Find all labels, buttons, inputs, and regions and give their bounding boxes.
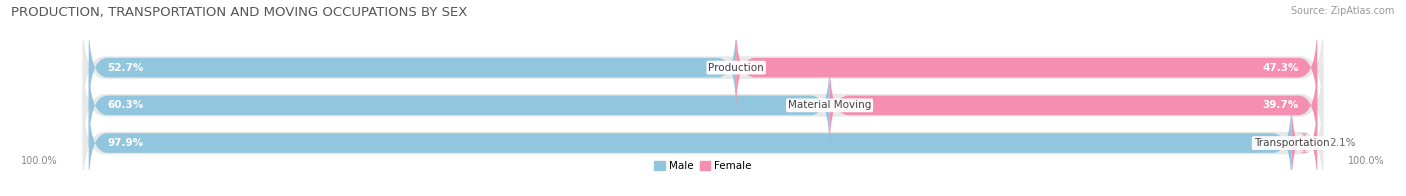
FancyBboxPatch shape [83,49,1323,162]
FancyBboxPatch shape [83,11,1323,124]
Text: 97.9%: 97.9% [107,138,143,148]
Text: 2.1%: 2.1% [1330,138,1355,148]
FancyBboxPatch shape [737,21,1317,114]
FancyBboxPatch shape [1292,96,1317,190]
Text: 60.3%: 60.3% [107,100,143,110]
Text: 47.3%: 47.3% [1263,63,1299,73]
Text: Material Moving: Material Moving [787,100,872,110]
FancyBboxPatch shape [89,96,1292,190]
FancyBboxPatch shape [89,21,737,114]
Text: PRODUCTION, TRANSPORTATION AND MOVING OCCUPATIONS BY SEX: PRODUCTION, TRANSPORTATION AND MOVING OC… [11,6,468,19]
FancyBboxPatch shape [830,59,1317,152]
Text: 52.7%: 52.7% [107,63,143,73]
Text: 100.0%: 100.0% [21,156,58,166]
Text: 39.7%: 39.7% [1263,100,1299,110]
FancyBboxPatch shape [89,59,830,152]
Text: 100.0%: 100.0% [1348,156,1385,166]
Text: Transportation: Transportation [1254,138,1329,148]
Text: Source: ZipAtlas.com: Source: ZipAtlas.com [1291,6,1395,16]
Legend: Male, Female: Male, Female [650,157,756,175]
FancyBboxPatch shape [83,86,1323,196]
Text: Production: Production [709,63,763,73]
